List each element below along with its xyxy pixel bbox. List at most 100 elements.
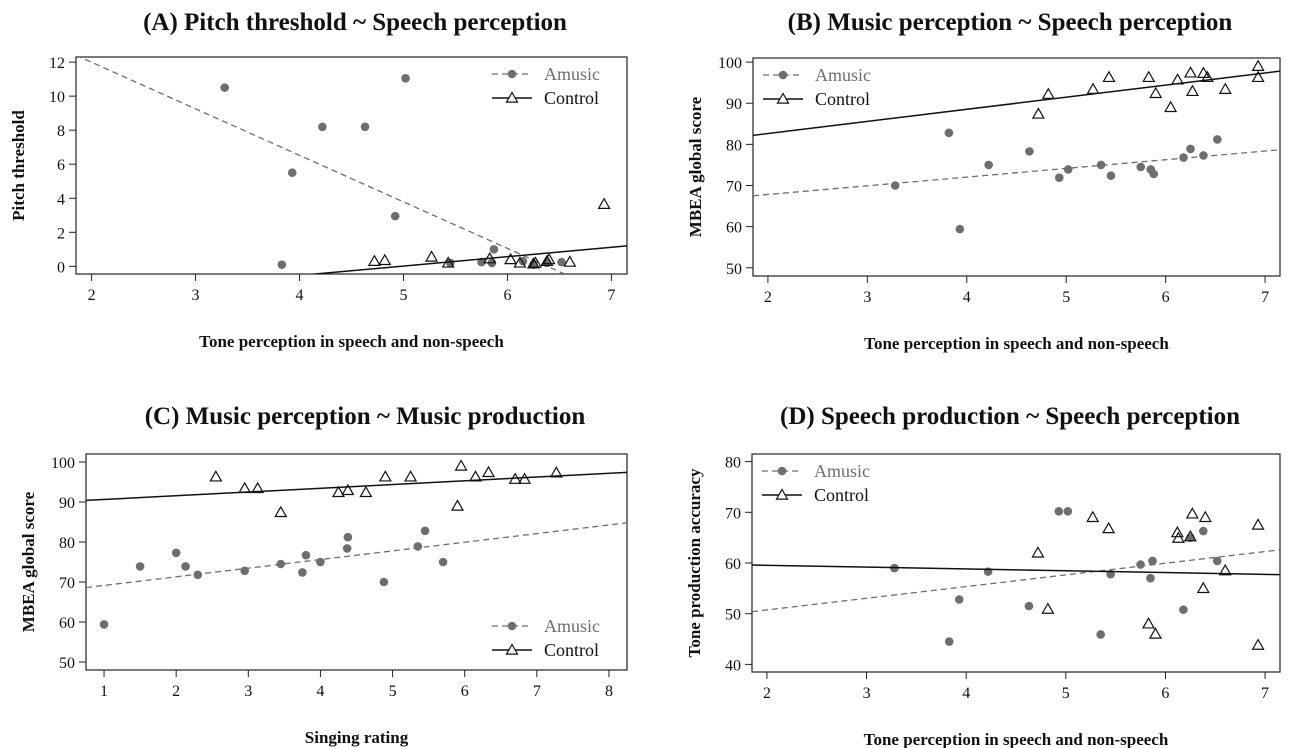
point-amusic	[181, 562, 190, 571]
y-tick-label: 50	[725, 607, 741, 624]
point-control	[540, 254, 554, 266]
y-tick-label: 40	[725, 657, 741, 674]
x-tick-label: 4	[316, 683, 324, 700]
point-amusic	[1063, 165, 1073, 174]
y-axis-label: MBEA global score	[19, 491, 38, 632]
point-control	[468, 470, 483, 482]
series-control	[86, 459, 627, 518]
x-tick-label: 5	[1062, 289, 1070, 306]
point-control	[1251, 70, 1265, 83]
legend: Amusic Control	[762, 461, 870, 505]
point-amusic	[438, 557, 448, 567]
point-amusic	[301, 550, 311, 560]
point-control	[209, 470, 223, 482]
legend-label-control: Control	[814, 485, 869, 505]
y-tick-label: 0	[57, 259, 65, 276]
point-amusic	[1149, 169, 1159, 179]
x-tick-label: 6	[1162, 289, 1170, 306]
fit-line-amusic	[78, 57, 565, 274]
x-tick-label: 7	[1261, 685, 1269, 702]
x-tick-label: 4	[963, 289, 971, 306]
point-amusic	[1212, 556, 1222, 566]
point-amusic	[277, 260, 287, 269]
point-control	[542, 252, 556, 265]
point-control	[528, 256, 543, 268]
point-control	[563, 255, 577, 267]
y-tick-label: 60	[59, 615, 75, 632]
point-amusic	[193, 570, 203, 580]
point-amusic	[984, 160, 993, 170]
point-amusic	[379, 577, 389, 587]
point-control	[1086, 510, 1100, 523]
y-tick-label: 8	[57, 123, 65, 140]
point-control	[518, 472, 532, 484]
legend-label-control: Control	[544, 640, 599, 660]
series-control	[315, 197, 627, 274]
legend-marker-amusic	[777, 466, 787, 476]
series-amusic	[78, 57, 566, 274]
x-axis-label: Singing rating	[305, 728, 409, 747]
point-control	[359, 485, 373, 498]
y-tick-label: 12	[49, 55, 65, 72]
series-control	[752, 507, 1280, 650]
legend-label-control: Control	[544, 88, 599, 108]
legend-label-amusic: Amusic	[544, 616, 600, 636]
panel-title: (B) Music perception ~ Speech perception	[788, 9, 1233, 36]
point-amusic	[1106, 171, 1116, 180]
point-control	[1164, 100, 1178, 113]
y-tick-label: 50	[726, 261, 742, 278]
point-amusic	[1063, 506, 1073, 516]
legend: Amusic Control	[492, 616, 600, 660]
x-tick-label: 7	[533, 683, 541, 700]
fit-line-control	[752, 564, 1280, 576]
legend-marker-amusic	[507, 69, 517, 79]
point-control	[1102, 521, 1116, 534]
point-amusic	[1136, 560, 1145, 569]
point-amusic	[287, 168, 297, 178]
point-amusic	[316, 557, 325, 567]
legend-label-amusic: Amusic	[544, 64, 600, 84]
point-control	[597, 197, 611, 209]
point-control	[483, 251, 497, 264]
point-amusic	[401, 73, 410, 83]
x-tick-label: 5	[399, 287, 407, 304]
panel-d: (D) Speech production ~ Speech perceptio…	[685, 403, 1281, 748]
y-tick-label: 70	[725, 505, 741, 522]
x-tick-label: 7	[607, 287, 615, 304]
y-tick-label: 100	[718, 55, 742, 72]
point-amusic	[1146, 573, 1155, 583]
point-control	[549, 466, 563, 478]
panel-title: (D) Speech production ~ Speech perceptio…	[780, 403, 1240, 430]
plot-frame	[85, 453, 628, 671]
point-control	[450, 499, 465, 511]
point-control	[1170, 525, 1184, 538]
x-tick-label: 2	[764, 289, 772, 306]
point-control	[1218, 563, 1232, 576]
legend: Amusic Control	[492, 64, 600, 108]
point-amusic	[99, 620, 109, 629]
x-tick-label: 3	[863, 289, 871, 306]
point-control	[1148, 627, 1163, 639]
x-tick-label: 2	[88, 287, 96, 304]
point-control	[454, 459, 468, 471]
point-amusic	[944, 637, 954, 646]
series-amusic	[752, 506, 1280, 646]
x-tick-label: 6	[1161, 685, 1169, 702]
point-control	[1218, 82, 1232, 94]
point-amusic	[1198, 526, 1208, 536]
fit-line-amusic	[753, 149, 1280, 197]
point-amusic	[1213, 135, 1222, 144]
y-tick-label: 60	[725, 556, 741, 573]
point-amusic	[1024, 601, 1034, 611]
point-control	[513, 256, 527, 268]
point-control	[1198, 510, 1212, 523]
y-tick-label: 70	[726, 179, 742, 196]
point-control	[481, 465, 496, 478]
point-control	[378, 470, 392, 482]
point-amusic	[1054, 506, 1064, 516]
point-control	[1196, 581, 1210, 594]
legend-marker-control	[776, 92, 790, 104]
point-amusic	[276, 559, 286, 569]
x-tick-label: 6	[503, 287, 511, 304]
point-control	[367, 254, 381, 266]
